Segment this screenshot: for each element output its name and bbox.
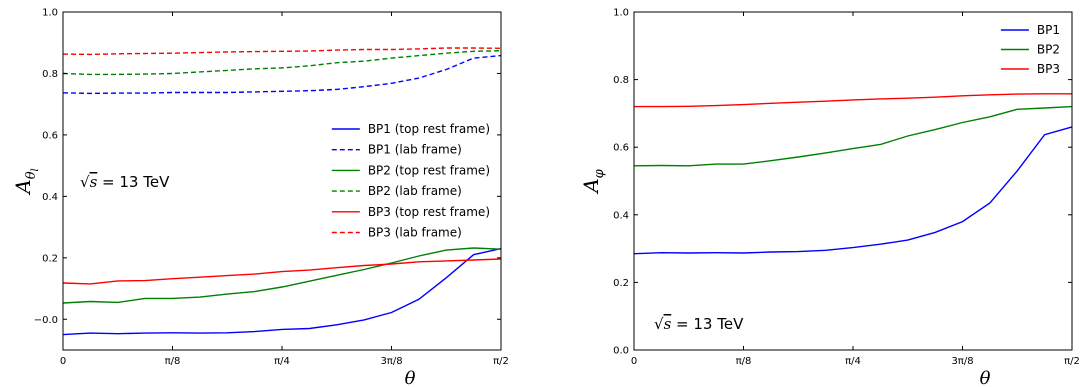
legend-label: BP1 (top rest frame) bbox=[368, 122, 490, 136]
x-axis-label: θ bbox=[405, 368, 416, 387]
legend-label: BP2 (lab frame) bbox=[368, 184, 462, 198]
y-tick-label: 0.4 bbox=[613, 210, 629, 221]
y-tick-label: 1.0 bbox=[613, 8, 629, 19]
y-tick-label: −0.0 bbox=[34, 315, 58, 326]
legend-label: BP3 (top rest frame) bbox=[368, 205, 490, 219]
series-line-3 bbox=[634, 93, 1072, 108]
x-tick-label: 3π/8 bbox=[951, 356, 973, 367]
y-tick-label: 1.0 bbox=[42, 8, 58, 19]
legend: BP1 (top rest frame) BP1 (lab frame) BP2 (… bbox=[331, 122, 490, 240]
x-tick-label: 0 bbox=[60, 356, 66, 367]
series-line-3 bbox=[62, 247, 502, 304]
energy-annotation: √s = 13 TeV bbox=[654, 315, 744, 333]
series-line-4 bbox=[62, 50, 502, 76]
x-tick-label: π/8 bbox=[736, 356, 752, 367]
legend-label: BP2 bbox=[1037, 43, 1060, 57]
x-tick-label: π/4 bbox=[845, 356, 861, 367]
legend: BP1 BP2 BP3 bbox=[1000, 23, 1060, 76]
plot-frame bbox=[633, 11, 1073, 351]
x-tick-label: 3π/8 bbox=[380, 356, 402, 367]
x-axis-label: θ bbox=[980, 368, 991, 387]
legend-label: BP2 (top rest frame) bbox=[368, 163, 490, 177]
y-tick-label: 0.6 bbox=[613, 143, 629, 154]
y-tick-label: 0.2 bbox=[42, 253, 58, 264]
y-tick-label: 0.4 bbox=[42, 192, 58, 203]
legend-label: BP1 bbox=[1037, 23, 1060, 37]
legend-label: BP1 (lab frame) bbox=[368, 143, 462, 157]
series-line-6 bbox=[62, 47, 502, 56]
y-axis-label: Aφ bbox=[579, 168, 607, 194]
x-tick-label: 0 bbox=[631, 356, 637, 367]
x-tick-label: π/4 bbox=[274, 356, 290, 367]
series-line-2 bbox=[633, 105, 1073, 167]
energy-annotation: √s = 13 TeV bbox=[80, 173, 170, 191]
series-line-1 bbox=[62, 247, 502, 336]
x-tick-label: π/2 bbox=[493, 356, 509, 367]
x-tick-label: π/8 bbox=[165, 356, 181, 367]
series-line-2 bbox=[62, 54, 502, 95]
x-tick-label: π/2 bbox=[1064, 356, 1080, 367]
legend-label: BP3 (lab frame) bbox=[368, 226, 462, 240]
right-chart-panel: 0 π/8 π/4 3π/8 π/2 0.0 0.2 0.4 0.6 0.8 1.0 Aφ θ √s = … bbox=[579, 8, 1080, 387]
series-line-1 bbox=[633, 126, 1073, 255]
y-tick-label: 0.6 bbox=[42, 130, 58, 141]
legend-label: BP3 bbox=[1037, 62, 1060, 76]
y-axis-label: Aθl bbox=[11, 168, 41, 195]
y-tick-label: 0.2 bbox=[613, 278, 629, 289]
y-tick-label: 0.0 bbox=[613, 346, 629, 357]
left-chart-panel: 0 π/8 π/4 3π/8 π/2 −0.0 0.2 0.4 0.6 0.8 1.0 Aθl θ √s … bbox=[11, 8, 509, 387]
y-tick-label: 0.8 bbox=[613, 75, 629, 86]
series-line-5 bbox=[62, 258, 502, 285]
y-tick-label: 0.8 bbox=[42, 69, 58, 80]
